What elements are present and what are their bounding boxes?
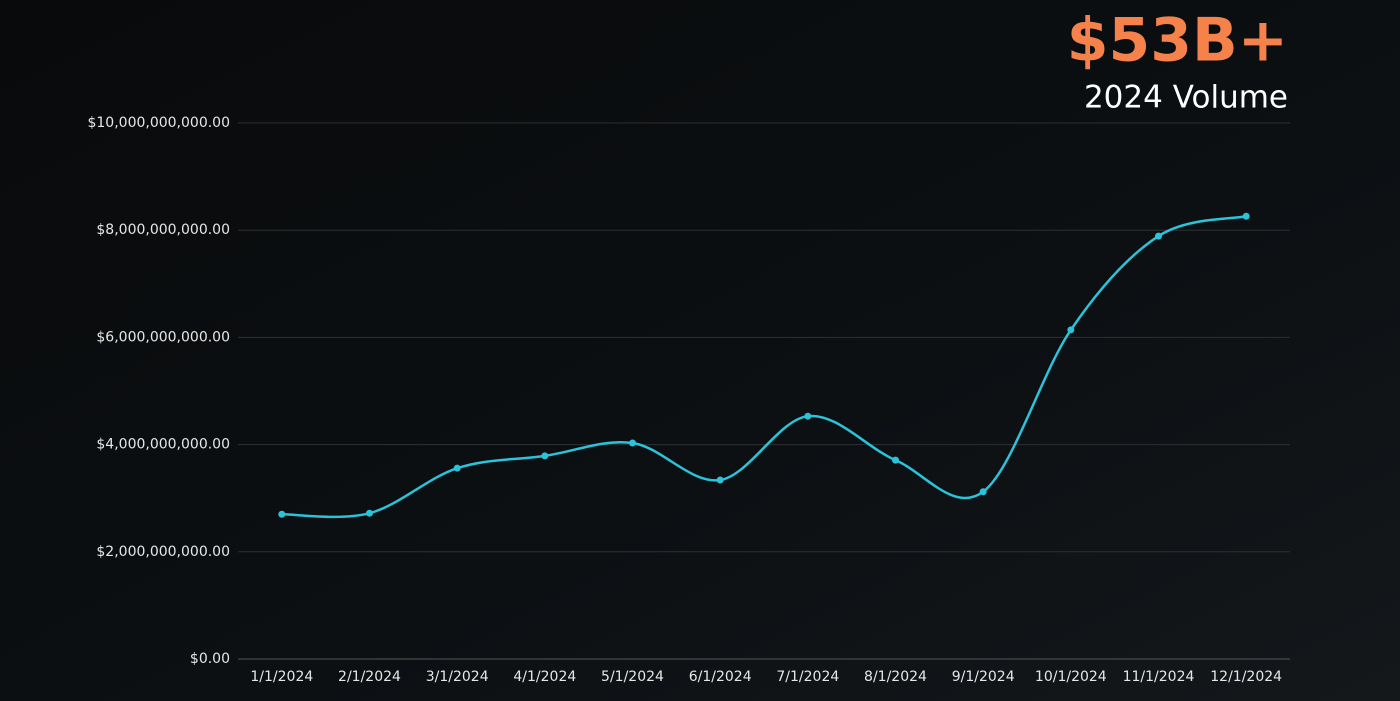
x-tick-label: 2/1/2024	[338, 669, 401, 685]
point	[629, 439, 636, 447]
x-tick-label: 4/1/2024	[513, 669, 576, 685]
x-tick-label: 5/1/2024	[601, 669, 664, 685]
headline: $53B+	[1067, 6, 1288, 76]
point	[453, 464, 461, 472]
x-tick-label: 12/1/2024	[1210, 669, 1282, 685]
subtitle: 2024 Volume	[1084, 80, 1288, 116]
point	[541, 452, 549, 460]
y-tick-label: $6,000,000,000.00	[96, 329, 230, 345]
x-tick-label: 1/1/2024	[250, 669, 313, 685]
y-tick-label: $4,000,000,000.00	[96, 437, 230, 453]
point	[1155, 232, 1162, 240]
x-tick-label: 9/1/2024	[952, 669, 1015, 685]
point	[716, 476, 724, 484]
y-tick-label: $2,000,000,000.00	[96, 544, 230, 560]
point	[278, 510, 286, 518]
x-tick-label: 11/1/2024	[1123, 669, 1195, 685]
x-tick-label: 8/1/2024	[864, 669, 927, 685]
x-tick-label: 10/1/2024	[1035, 669, 1107, 685]
x-tick-label: 3/1/2024	[426, 669, 489, 685]
y-tick-label: $10,000,000,000.00	[87, 115, 230, 131]
point	[892, 456, 899, 464]
y-tick-label: $0.00	[190, 651, 230, 667]
x-tick-label: 7/1/2024	[776, 669, 839, 685]
y-tick-label: $8,000,000,000.00	[96, 222, 230, 238]
point	[979, 488, 987, 496]
x-tick-label: 6/1/2024	[689, 669, 752, 685]
point	[366, 509, 373, 517]
point	[1067, 326, 1075, 334]
point	[1242, 212, 1250, 220]
point	[804, 412, 812, 420]
